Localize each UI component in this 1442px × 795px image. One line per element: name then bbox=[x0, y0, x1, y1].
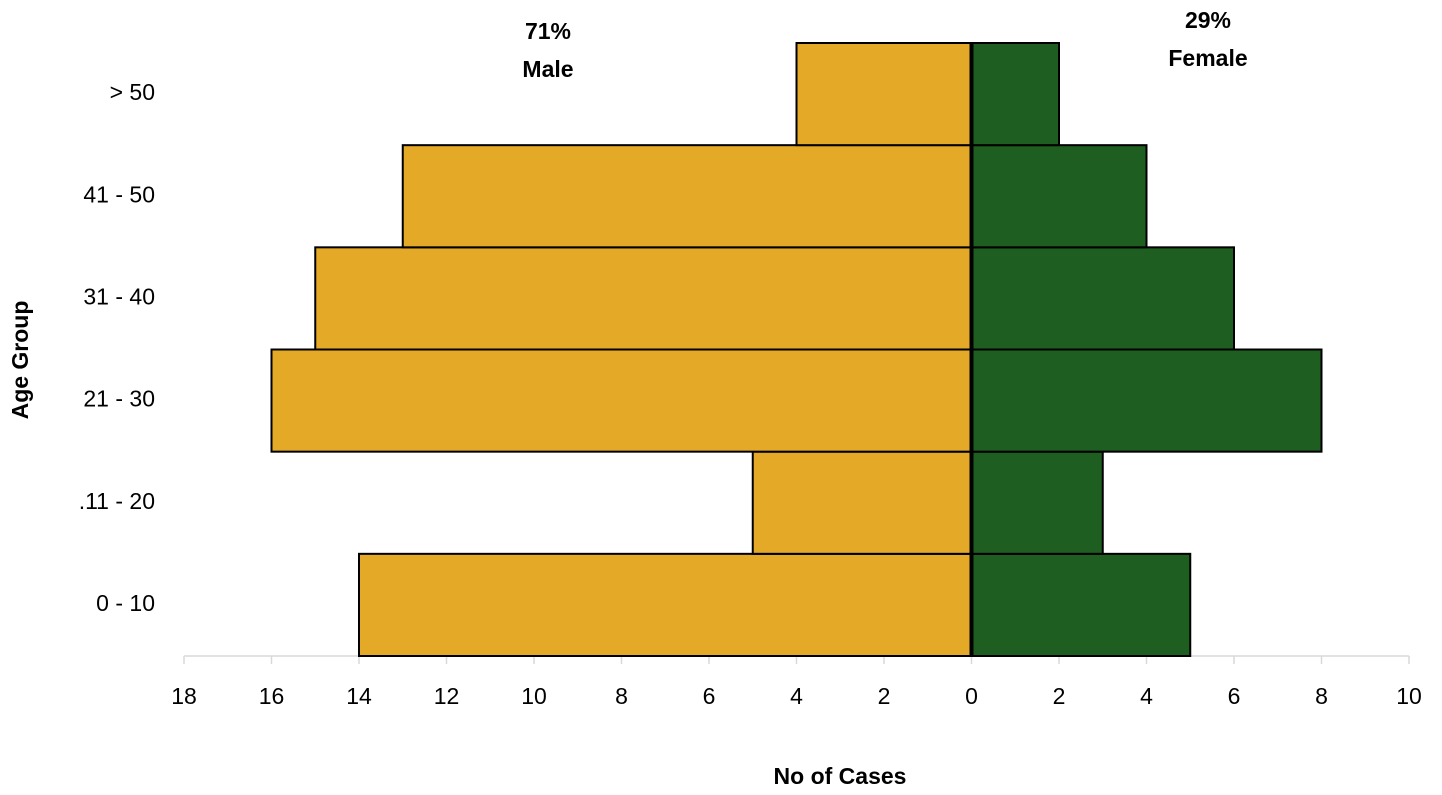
x-tick-label: 8 bbox=[1315, 683, 1328, 709]
bar bbox=[970, 144, 1148, 249]
x-tick-label: 12 bbox=[434, 683, 460, 709]
bar bbox=[401, 144, 973, 249]
x-tick-label: 10 bbox=[521, 683, 547, 709]
x-tick-label: 10 bbox=[1396, 683, 1422, 709]
annotation: Female bbox=[1168, 45, 1247, 71]
x-tick-label: 16 bbox=[259, 683, 285, 709]
bar bbox=[970, 348, 1323, 453]
bar bbox=[970, 42, 1060, 147]
x-tick-label: 18 bbox=[171, 683, 197, 709]
x-tick-label: 0 bbox=[965, 683, 978, 709]
x-tick-label: 14 bbox=[346, 683, 372, 709]
bar bbox=[795, 42, 973, 147]
y-tick-label: 41 - 50 bbox=[83, 181, 155, 207]
bar bbox=[314, 246, 973, 351]
y-tick-label: 21 - 30 bbox=[83, 386, 155, 412]
bar bbox=[970, 450, 1104, 555]
x-tick-label: 6 bbox=[1228, 683, 1241, 709]
y-tick-label: 31 - 40 bbox=[83, 283, 155, 309]
y-axis-title: Age Group bbox=[7, 301, 33, 420]
x-tick-label: 2 bbox=[878, 683, 891, 709]
bar bbox=[970, 246, 1235, 351]
y-tick-label: > 50 bbox=[110, 79, 155, 105]
x-tick-label: 6 bbox=[703, 683, 716, 709]
x-tick-label: 4 bbox=[1140, 683, 1153, 709]
x-axis-title: No of Cases bbox=[774, 763, 907, 789]
x-tick-label: 8 bbox=[615, 683, 628, 709]
bar bbox=[358, 552, 973, 657]
x-tick-label: 4 bbox=[790, 683, 803, 709]
y-tick-label: .11 - 20 bbox=[79, 488, 155, 514]
y-tick-label: 0 - 10 bbox=[96, 590, 155, 616]
annotation: Male bbox=[522, 56, 573, 82]
annotation: 71% bbox=[525, 18, 571, 44]
bar bbox=[270, 348, 973, 453]
annotation: 29% bbox=[1185, 7, 1231, 33]
x-tick-label: 2 bbox=[1053, 683, 1066, 709]
bar bbox=[970, 552, 1192, 657]
bar bbox=[751, 450, 973, 555]
